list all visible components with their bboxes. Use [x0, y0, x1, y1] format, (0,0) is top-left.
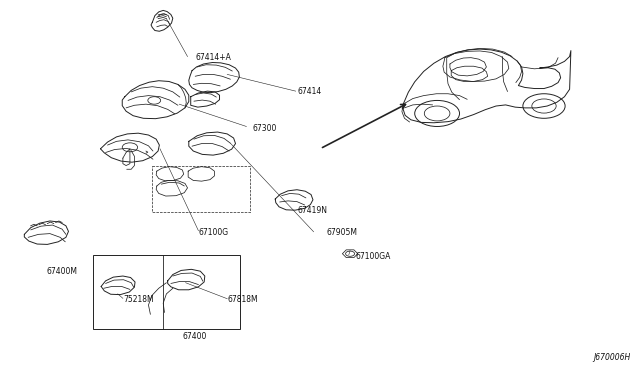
Text: 67100G: 67100G — [198, 228, 228, 237]
Text: 67400M: 67400M — [47, 267, 77, 276]
Text: 67414+A: 67414+A — [195, 53, 231, 62]
Text: 67300: 67300 — [253, 124, 277, 133]
Bar — [93, 255, 240, 329]
Text: 67818M: 67818M — [227, 295, 258, 304]
Text: 67414: 67414 — [298, 87, 322, 96]
Text: 67400: 67400 — [182, 332, 207, 341]
Text: 67100GA: 67100GA — [355, 252, 390, 261]
Text: 67419N: 67419N — [298, 206, 328, 215]
Text: 67905M: 67905M — [326, 228, 357, 237]
Text: J670006H: J670006H — [593, 353, 630, 362]
Text: 75218M: 75218M — [123, 295, 154, 304]
